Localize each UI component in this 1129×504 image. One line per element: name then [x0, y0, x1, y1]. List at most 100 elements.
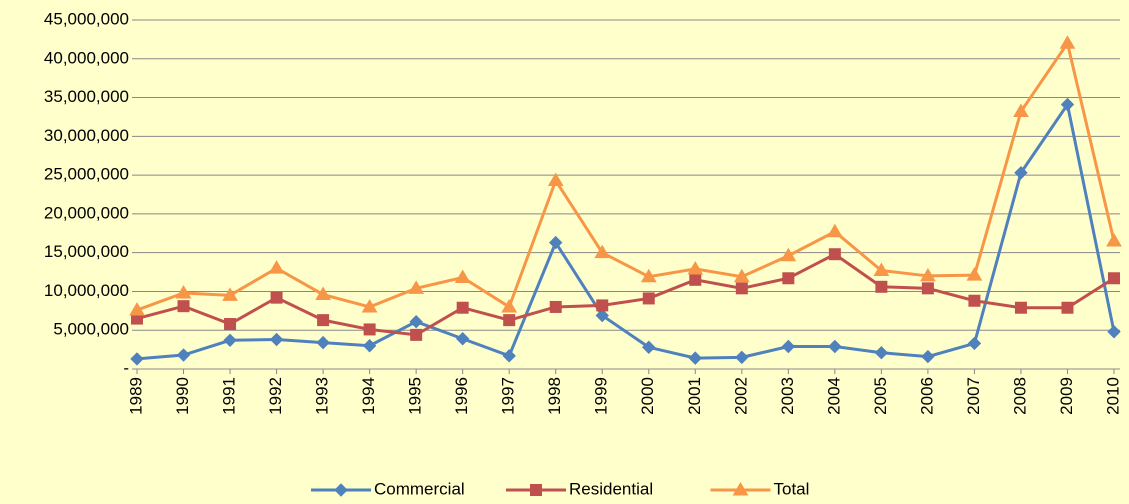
point [1108, 272, 1120, 285]
point [1061, 301, 1074, 314]
point [1107, 325, 1121, 339]
point [687, 260, 704, 275]
point [828, 248, 841, 261]
point [967, 336, 982, 351]
point [594, 244, 611, 259]
x-tick-label: 1998 [545, 377, 564, 415]
point [735, 350, 749, 365]
x-tick-label: 2010 [1103, 377, 1122, 415]
x-tick-label: 1991 [220, 377, 239, 415]
point [454, 269, 471, 283]
point [1014, 166, 1028, 180]
point [129, 302, 145, 316]
y-tick-label: 10,000,000 [44, 281, 129, 300]
point [640, 268, 657, 283]
legend-marker [732, 482, 749, 496]
point [316, 335, 330, 350]
point [268, 260, 285, 274]
point [547, 172, 564, 187]
point [269, 332, 284, 347]
x-tick-label: 2006 [917, 377, 936, 415]
series-line [136, 39, 1116, 312]
x-tick-label: 2002 [731, 377, 750, 415]
point [361, 298, 378, 313]
x-tick-label: 2003 [778, 377, 797, 415]
x-tick-label: 2009 [1057, 377, 1076, 415]
point [1013, 103, 1029, 118]
x-tick-label: 1997 [499, 377, 518, 415]
point [223, 333, 237, 348]
point [595, 308, 609, 323]
point [921, 349, 935, 364]
x-tick-label: 1996 [452, 377, 471, 415]
legend-label: Commercial [374, 479, 465, 498]
series-line [136, 100, 1116, 361]
point [874, 346, 889, 360]
point [596, 299, 609, 312]
legend-label: Residential [569, 479, 653, 498]
y-tick-label: 35,000,000 [44, 87, 129, 106]
point [1106, 233, 1122, 247]
point [1014, 301, 1027, 314]
point [224, 318, 237, 331]
y-tick-label: 20,000,000 [44, 203, 129, 222]
y-tick-label: 40,000,000 [44, 48, 129, 67]
y-tick-label: 5,000,000 [53, 320, 129, 339]
point [503, 314, 516, 327]
y-tick-label: 15,000,000 [44, 242, 129, 261]
point [921, 282, 934, 295]
point [826, 223, 843, 238]
point [130, 352, 144, 366]
point [502, 349, 516, 363]
point [920, 267, 936, 282]
point [968, 294, 981, 307]
point [689, 273, 702, 286]
y-tick-label: 45,000,000 [44, 9, 129, 28]
point [735, 282, 748, 295]
point [733, 268, 750, 283]
point [408, 280, 425, 294]
point [966, 267, 983, 281]
point [781, 339, 796, 354]
x-tick-label: 1999 [592, 377, 611, 415]
point [780, 247, 797, 262]
x-tick-label: 2001 [685, 377, 704, 415]
point [410, 328, 423, 341]
point [549, 300, 562, 313]
point [455, 332, 470, 346]
y-tick-label: - [123, 358, 129, 377]
x-tick-label: 2005 [871, 377, 890, 415]
point [222, 287, 238, 301]
point [501, 298, 518, 313]
x-tick-label: 1992 [266, 377, 285, 415]
x-tick-label: 2008 [1010, 377, 1029, 415]
point [642, 292, 655, 305]
point [315, 286, 331, 301]
x-tick-label: 1994 [359, 377, 378, 415]
point [1059, 35, 1076, 49]
point [317, 314, 330, 327]
legend-marker [530, 484, 542, 496]
point [363, 323, 376, 336]
point [362, 339, 377, 353]
point [409, 314, 423, 329]
point [688, 351, 702, 365]
point [176, 348, 191, 362]
x-tick-label: 1995 [406, 377, 425, 415]
series-line [136, 252, 1115, 337]
point [782, 272, 795, 285]
point [828, 339, 842, 354]
y-tick-label: 30,000,000 [44, 126, 129, 145]
point [873, 262, 890, 277]
point [549, 235, 563, 250]
x-tick-label: 2007 [964, 377, 983, 415]
x-tick-label: 1990 [173, 377, 192, 415]
x-tick-label: 1993 [313, 377, 332, 415]
point [1060, 97, 1075, 112]
legend-label: Total [774, 479, 810, 498]
x-tick-label: 2000 [638, 377, 657, 415]
point [875, 280, 888, 293]
point [177, 300, 190, 313]
